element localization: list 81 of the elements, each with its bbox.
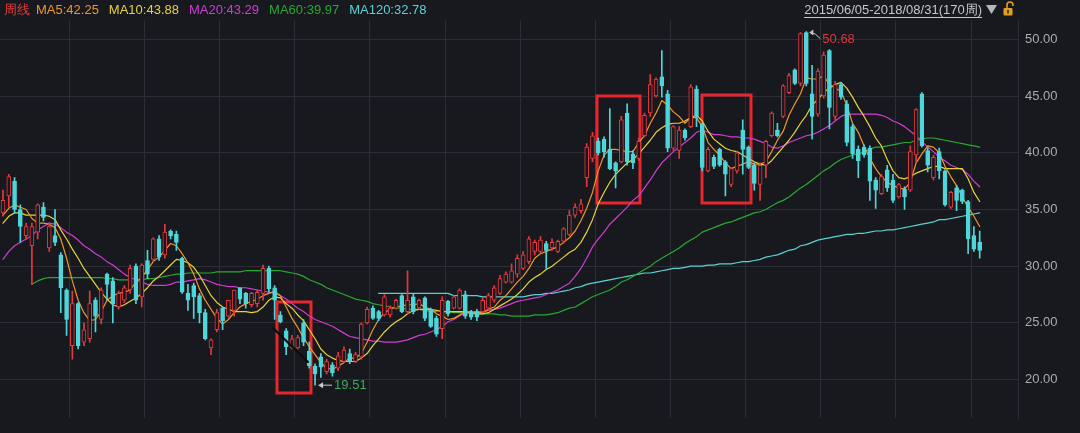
candlestick: [931, 154, 936, 181]
candlestick: [775, 122, 780, 138]
candlestick: [515, 254, 520, 278]
candlestick: [12, 177, 17, 214]
candlestick: [145, 249, 150, 279]
candlestick: [486, 293, 491, 311]
candlestick: [694, 85, 699, 127]
candlestick: [382, 294, 387, 317]
candlestick: [960, 188, 965, 205]
candlestick: [168, 229, 173, 240]
text: MA60:39.97: [269, 1, 340, 17]
candlestick: [925, 147, 930, 173]
candlestick: [434, 315, 439, 337]
candlestick: [330, 362, 335, 377]
candlestick: [353, 352, 358, 363]
candlestick: [803, 31, 809, 87]
text: MA120:32.78: [349, 1, 427, 17]
candlestick: [226, 299, 231, 318]
candlestick: [671, 125, 676, 151]
candlestick: [509, 263, 514, 284]
candlestick: [18, 204, 23, 243]
candlestick: [301, 319, 306, 346]
candlestick: [855, 145, 861, 179]
candlestick: [197, 293, 202, 324]
candlestick: [480, 297, 486, 314]
candlestick: [538, 236, 543, 253]
candlestick: [70, 290, 75, 360]
candlestick: [405, 270, 410, 315]
candlestick: [746, 145, 751, 169]
candlestick: [977, 230, 983, 259]
candlestick: [93, 297, 98, 333]
candlestick: [798, 32, 803, 87]
candlestick: [567, 210, 572, 236]
candlestick: [174, 230, 179, 251]
candlestick: [821, 51, 826, 99]
candlestick: [850, 124, 855, 159]
candlestick: [457, 288, 462, 310]
y-tick-label: 20.00: [1025, 371, 1058, 387]
text: MA10:43.88: [108, 1, 179, 17]
candlestick: [902, 186, 907, 210]
chart-title: 周线: [4, 1, 30, 17]
candlestick: [613, 161, 618, 189]
y-tick-label: 25.00: [1025, 314, 1058, 330]
candlestick: [827, 49, 832, 130]
annotation: 50.68: [822, 31, 855, 47]
candlestick: [954, 185, 959, 211]
candlestick: [64, 288, 69, 336]
candlestick: [358, 322, 364, 360]
annotation: 19.51: [334, 376, 367, 392]
text: MA20:43.29: [188, 1, 260, 17]
text: MA5:42.25: [36, 1, 99, 17]
candlestick: [723, 160, 728, 197]
candlestick: [122, 285, 127, 303]
candlestick: [324, 358, 329, 375]
candlestick: [590, 131, 595, 163]
candlestick: [116, 290, 121, 310]
candlestick: [769, 111, 774, 138]
candlestick: [717, 147, 722, 167]
candlestick: [532, 239, 538, 256]
candlestick: [642, 112, 647, 138]
candlestick: [272, 285, 277, 320]
candlestick: [879, 173, 884, 196]
candlestick: [561, 227, 566, 244]
candlestick: [278, 311, 283, 324]
y-tick-label: 50.00: [1025, 30, 1058, 46]
candlestick: [908, 145, 913, 192]
chart-subtitle: 2015/06/05-2018/08/31(170周): [804, 1, 982, 17]
y-tick-label: 45.00: [1025, 87, 1058, 103]
y-tick-label: 35.00: [1025, 201, 1058, 217]
candlestick: [428, 307, 433, 328]
candlestick: [35, 203, 41, 240]
y-tick-label: 40.00: [1025, 144, 1058, 160]
candlestick: [665, 90, 670, 152]
candlestick: [87, 290, 93, 343]
candlestick: [220, 306, 225, 331]
candlestick: [249, 291, 254, 308]
candlestick: [376, 310, 381, 321]
candlestick: [873, 177, 878, 209]
candlestick: [41, 202, 46, 222]
y-tick-label: 30.00: [1025, 257, 1058, 273]
candlestick: [619, 116, 624, 164]
